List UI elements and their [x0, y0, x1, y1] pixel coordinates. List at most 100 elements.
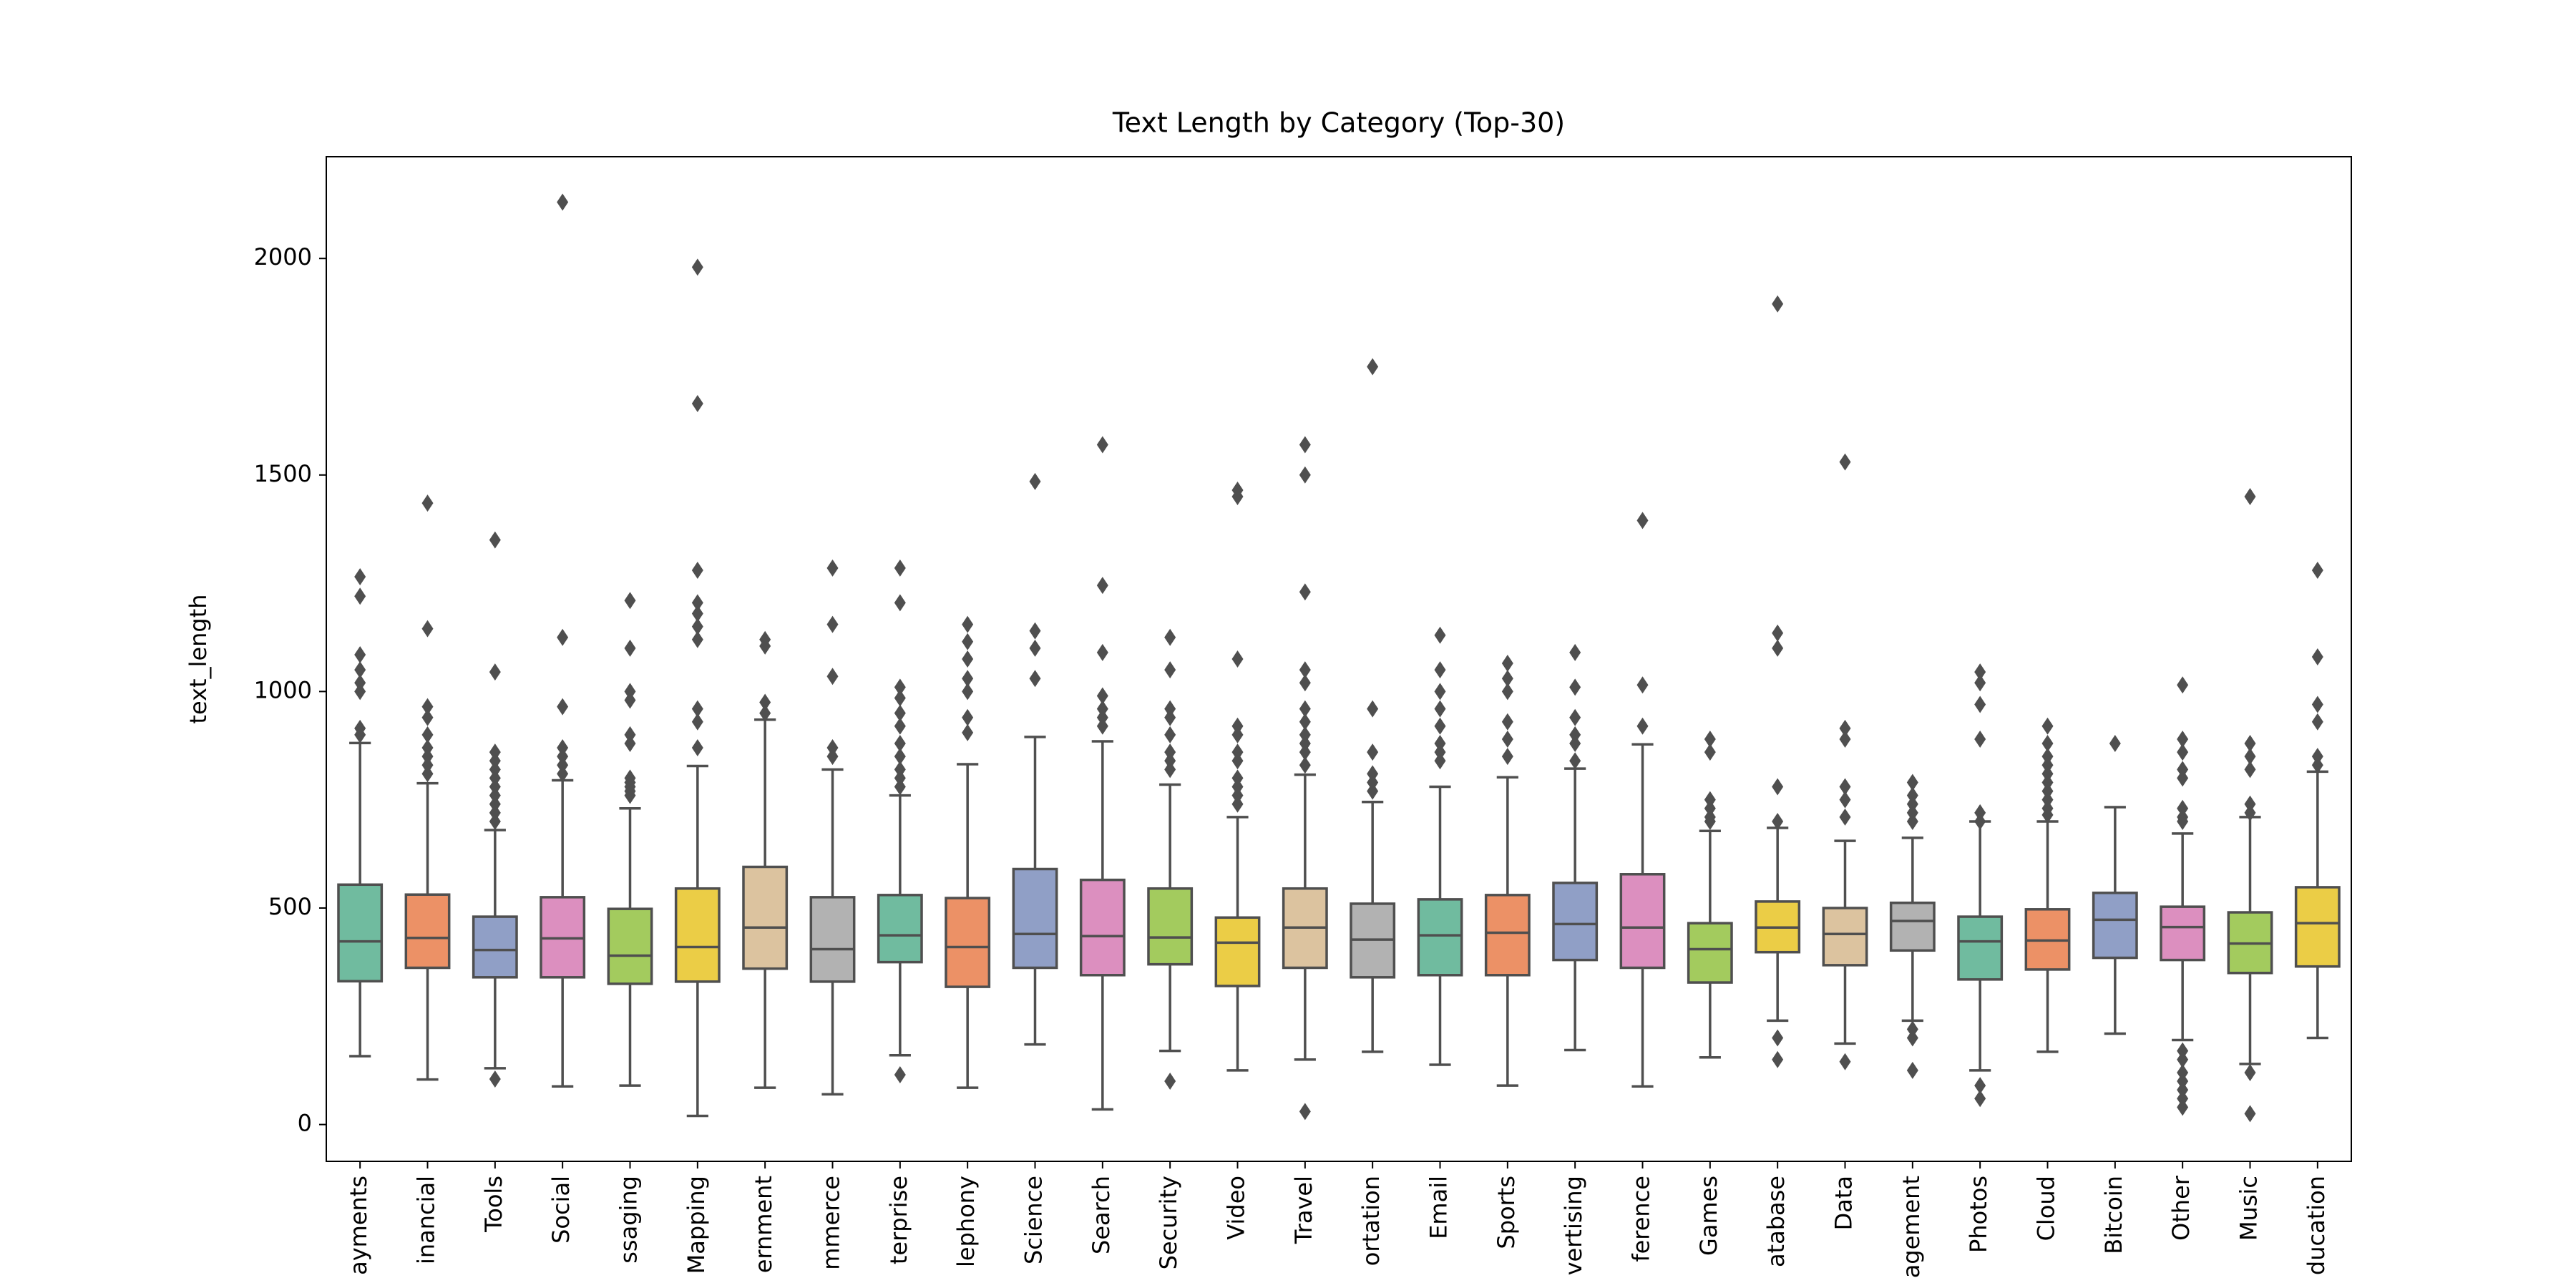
outlier — [2177, 769, 2189, 787]
outlier — [1164, 752, 1176, 770]
outlier — [421, 620, 434, 638]
x-tick-label: Social — [547, 1176, 575, 1244]
box — [1079, 878, 1126, 977]
outlier — [1164, 726, 1176, 743]
outlier — [1501, 655, 1513, 673]
outlier — [1231, 650, 1244, 668]
x-tick-label: Games — [1695, 1176, 1722, 1256]
box — [945, 897, 991, 988]
outlier — [1231, 769, 1244, 787]
outlier — [1096, 700, 1108, 718]
outlier — [1772, 1029, 1784, 1047]
outlier — [1096, 643, 1108, 661]
chart-title: Text Length by Category (Top-30) — [1112, 107, 1565, 139]
outlier — [1299, 735, 1311, 753]
x-tick-label: Other — [2167, 1175, 2195, 1241]
outlier — [826, 559, 839, 577]
outlier — [1231, 786, 1244, 804]
x-tick-label: atabase — [1762, 1176, 1790, 1267]
outlier — [557, 765, 569, 783]
outlier — [1434, 743, 1446, 761]
outlier — [2311, 648, 2323, 665]
box — [1012, 867, 1058, 970]
outlier — [691, 258, 703, 276]
outlier — [489, 531, 501, 549]
outlier — [2244, 1105, 2256, 1123]
outlier — [624, 786, 636, 804]
outlier — [2244, 1063, 2256, 1081]
outlier — [1839, 791, 1851, 809]
outlier — [1839, 730, 1851, 748]
x-tick-label: lephony — [952, 1176, 980, 1267]
outlier — [354, 645, 366, 663]
outlier — [421, 726, 434, 743]
x-tick-label: Bitcoin — [2100, 1176, 2127, 1254]
outlier — [1772, 778, 1784, 796]
outlier — [1906, 774, 1918, 791]
outlier — [1569, 643, 1581, 661]
plot-frame — [326, 156, 2352, 1162]
outlier — [2041, 765, 2054, 783]
outlier — [1299, 583, 1311, 601]
outlier — [894, 594, 906, 612]
outlier — [2177, 812, 2189, 830]
outlier — [1974, 674, 1986, 692]
outlier — [421, 748, 434, 766]
outlier — [2311, 696, 2323, 713]
outlier — [1299, 700, 1311, 718]
outlier — [894, 1065, 906, 1083]
outlier — [894, 761, 906, 779]
outlier — [2177, 1063, 2189, 1081]
x-tick-label: Email — [1425, 1176, 1453, 1239]
x-tick-label: Video — [1223, 1176, 1250, 1240]
x-tick-label: agement — [1898, 1176, 1925, 1278]
outlier — [489, 786, 501, 804]
outlier — [759, 637, 771, 655]
outlier — [1299, 436, 1311, 454]
outlier — [557, 193, 569, 211]
box — [1417, 898, 1463, 977]
box — [1484, 894, 1531, 977]
outlier — [1029, 639, 1041, 657]
outlier — [894, 778, 906, 796]
outlier — [2244, 735, 2256, 753]
outlier — [1029, 622, 1041, 640]
outlier — [2041, 717, 2054, 735]
outlier — [1704, 812, 1716, 830]
box — [674, 887, 721, 983]
outlier — [1367, 358, 1379, 376]
outlier — [354, 568, 366, 586]
outlier — [1839, 778, 1851, 796]
outlier — [1029, 670, 1041, 688]
outlier — [1096, 687, 1108, 705]
outlier — [826, 748, 839, 766]
outlier — [691, 630, 703, 648]
outlier — [1906, 1020, 1918, 1038]
outlier — [1569, 735, 1581, 753]
outlier — [1906, 1061, 1918, 1079]
outlier — [2177, 676, 2189, 694]
outlier — [1434, 683, 1446, 701]
outlier — [421, 708, 434, 726]
outlier — [2041, 782, 2054, 800]
box — [877, 894, 923, 964]
x-tick-label: Photos — [1965, 1176, 1992, 1253]
box — [1957, 915, 2004, 981]
outlier — [354, 726, 366, 743]
outlier — [354, 683, 366, 701]
outlier — [1299, 674, 1311, 692]
outlier — [489, 778, 501, 796]
x-tick-label: Travel — [1290, 1176, 1317, 1244]
outlier — [1704, 743, 1716, 761]
outlier — [759, 704, 771, 722]
outlier — [1299, 756, 1311, 774]
outlier — [1367, 700, 1379, 718]
outlier — [1636, 717, 1649, 735]
x-tick-label: Science — [1020, 1176, 1048, 1264]
outlier — [1367, 782, 1379, 800]
outlier — [1704, 730, 1716, 748]
outlier — [2041, 791, 2054, 809]
outlier — [1772, 295, 1784, 313]
outlier — [691, 739, 703, 757]
